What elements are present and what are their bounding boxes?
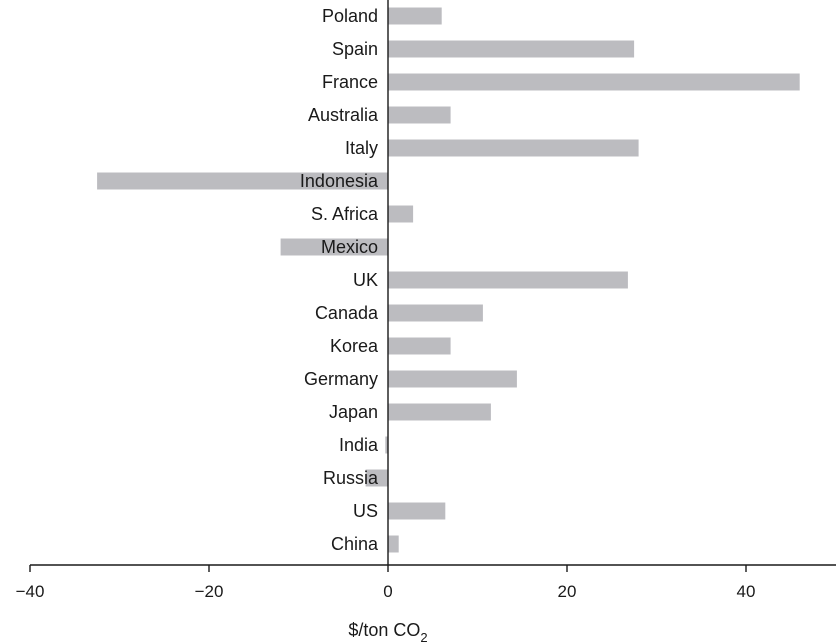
bar-canada (388, 304, 483, 322)
x-tick-label: −40 (16, 582, 45, 601)
bar-indonesia (97, 172, 388, 190)
bar-korea (388, 337, 451, 355)
category-label-canada: Canada (315, 303, 379, 323)
bar-mexico (280, 238, 388, 256)
category-label-france: France (322, 72, 378, 92)
x-axis-title-main: $/ton CO (348, 620, 420, 640)
category-label-s-africa: S. Africa (311, 204, 379, 224)
x-tick-label: −20 (195, 582, 224, 601)
x-axis-title: $/ton CO2 (348, 620, 427, 644)
bar-uk (388, 271, 628, 289)
bars-layer (97, 7, 800, 553)
bar-germany (388, 370, 517, 388)
bar-japan (388, 403, 491, 421)
bar-china (388, 535, 399, 553)
category-label-china: China (331, 534, 379, 554)
x-axis-ticks: −40 −20 0 20 40 (16, 565, 756, 601)
x-tick-label: 40 (737, 582, 756, 601)
bar-spain (388, 40, 635, 58)
category-label-italy: Italy (345, 138, 378, 158)
category-label-germany: Germany (304, 369, 378, 389)
category-label-indonesia: Indonesia (300, 171, 379, 191)
bar-italy (388, 139, 639, 157)
category-label-uk: UK (353, 270, 378, 290)
category-label-india: India (339, 435, 379, 455)
category-label-australia: Australia (308, 105, 379, 125)
bar-france (388, 73, 800, 91)
category-label-russia: Russia (323, 468, 379, 488)
x-axis-title-subscript: 2 (420, 630, 427, 644)
bar-india (385, 436, 388, 454)
category-labels: Poland Spain France Australia Italy Indonesia… (300, 6, 379, 554)
category-label-korea: Korea (330, 336, 379, 356)
category-label-spain: Spain (332, 39, 378, 59)
bar-australia (388, 106, 451, 124)
category-label-poland: Poland (322, 6, 378, 26)
x-tick-label: 20 (558, 582, 577, 601)
category-label-mexico: Mexico (321, 237, 378, 257)
bar-russia (365, 469, 388, 487)
bar-us (388, 502, 446, 520)
category-label-japan: Japan (329, 402, 378, 422)
bar-s-africa (388, 205, 414, 223)
x-tick-label: 0 (383, 582, 392, 601)
category-label-us: US (353, 501, 378, 521)
bar-poland (388, 7, 442, 25)
